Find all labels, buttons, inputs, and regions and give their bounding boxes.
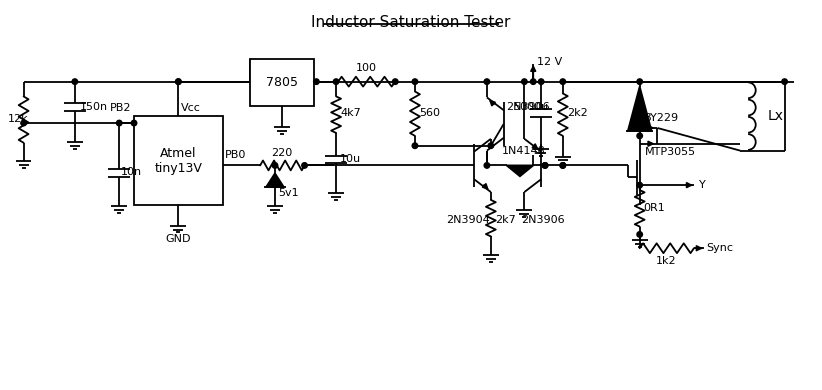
Circle shape [530,79,536,84]
Text: 2N3904: 2N3904 [446,215,490,225]
Text: Lx: Lx [768,109,784,123]
Circle shape [484,163,490,168]
Circle shape [560,163,566,168]
Polygon shape [266,173,284,187]
Text: 1N4148: 1N4148 [501,145,546,156]
Circle shape [302,163,307,168]
Text: 1k2: 1k2 [656,256,677,266]
Text: 7805: 7805 [266,76,298,89]
Text: 0R1: 0R1 [644,203,665,213]
Text: 2k2: 2k2 [566,108,588,118]
Circle shape [637,183,643,188]
Text: 5000u: 5000u [514,102,548,112]
Text: 4k7: 4k7 [340,108,361,118]
Polygon shape [506,165,533,176]
Text: 12k: 12k [8,114,29,124]
Circle shape [522,79,527,84]
Circle shape [637,232,643,237]
Bar [134,116,223,205]
Circle shape [117,120,122,126]
Text: 220: 220 [271,147,293,158]
Polygon shape [628,87,652,131]
Text: 100: 100 [356,63,377,73]
Circle shape [543,163,547,168]
Text: Inductor Saturation Tester: Inductor Saturation Tester [312,14,510,30]
Text: GND: GND [165,234,191,245]
Text: PB2: PB2 [109,103,131,113]
Circle shape [538,79,544,84]
Circle shape [488,143,493,149]
Text: Y: Y [699,180,705,190]
Text: Sync: Sync [707,243,734,253]
Circle shape [412,143,418,149]
Circle shape [637,133,643,138]
Circle shape [272,163,278,168]
Text: 5v1: 5v1 [278,188,298,198]
Text: PB0: PB0 [224,151,246,161]
Circle shape [560,79,566,84]
Text: MTP3055: MTP3055 [644,147,695,157]
Text: Atmel: Atmel [160,147,196,160]
Circle shape [314,79,319,84]
Text: 12 V: 12 V [537,57,562,67]
Text: BY229: BY229 [644,113,679,123]
Circle shape [176,79,181,84]
Circle shape [484,79,490,84]
Circle shape [392,79,398,84]
Circle shape [560,163,566,168]
Text: 560: 560 [419,108,440,118]
Text: 10n: 10n [121,167,142,177]
Text: 2N3906: 2N3906 [521,215,565,225]
Circle shape [334,79,339,84]
Circle shape [72,79,77,84]
Text: 10u: 10u [340,154,361,163]
Circle shape [637,79,643,84]
Circle shape [21,120,26,126]
Text: 2N3906: 2N3906 [506,102,550,112]
Circle shape [782,79,787,84]
Text: 150n: 150n [80,102,108,112]
Circle shape [412,79,418,84]
Circle shape [176,79,181,84]
Bar [251,59,314,106]
Text: 2k7: 2k7 [495,215,515,225]
Text: Vcc: Vcc [182,103,201,113]
Text: tiny13V: tiny13V [155,162,202,175]
Circle shape [132,120,136,126]
Circle shape [543,163,547,168]
